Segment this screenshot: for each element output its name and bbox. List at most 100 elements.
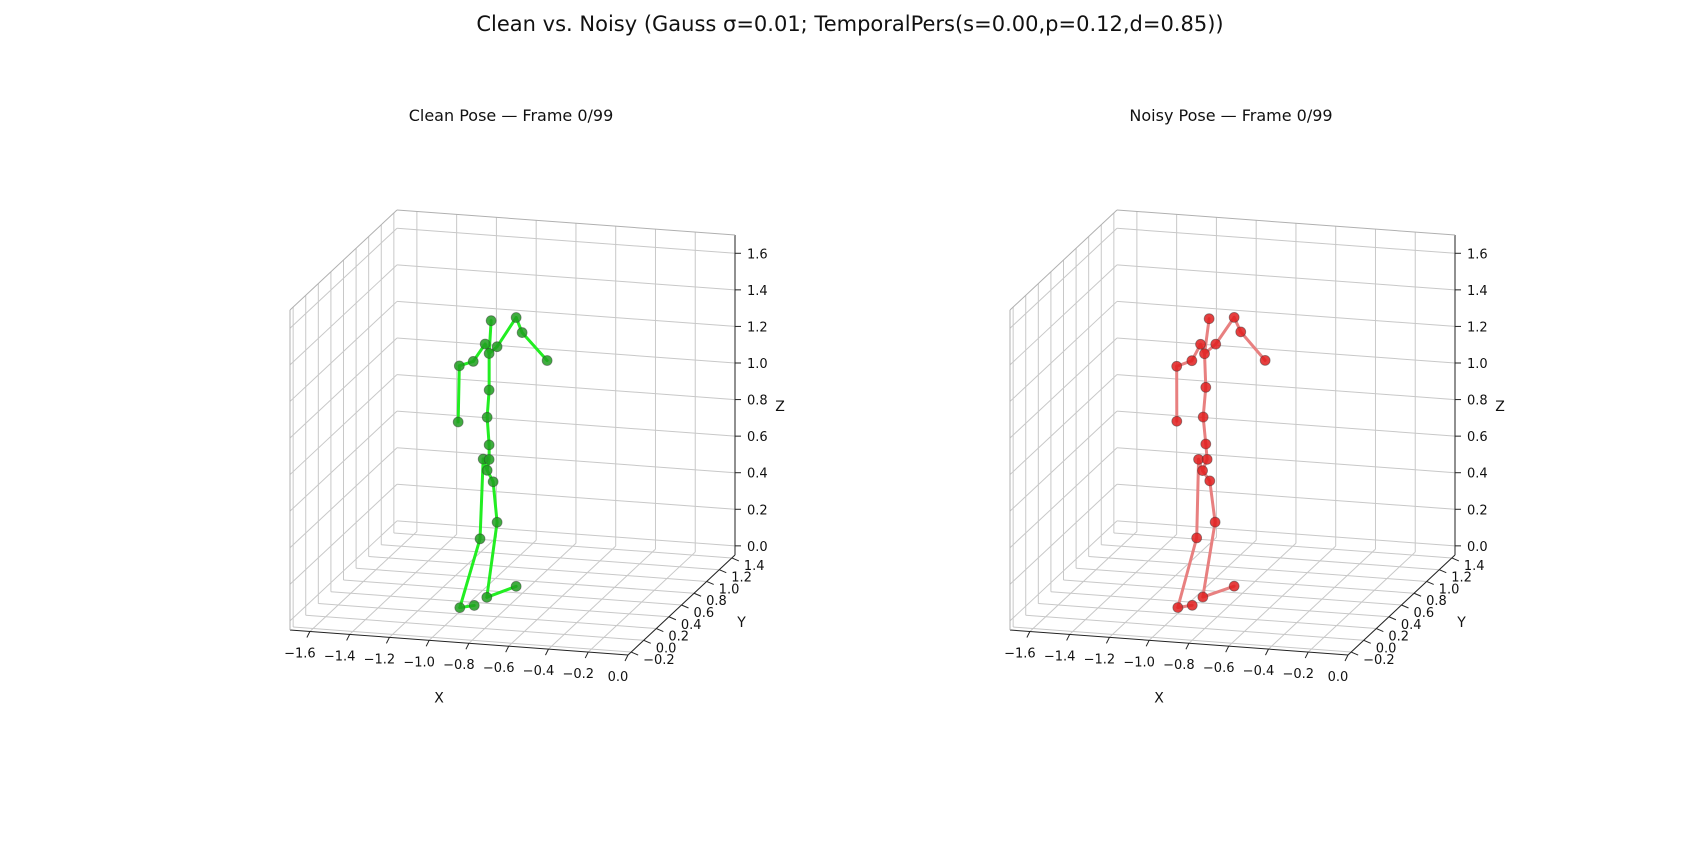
x-axis-label: X (434, 691, 444, 707)
grid-line (293, 626, 632, 653)
y-tick (1426, 581, 1434, 585)
x-tick-label: −0.8 (443, 658, 475, 673)
y-axis-label: Y (736, 615, 746, 631)
z-tick-label: 0.4 (1467, 467, 1488, 482)
joint-spine2 (481, 411, 493, 423)
bone-spine3-neck (1203, 352, 1208, 389)
pane-edge (396, 209, 736, 236)
x-tick-label: −0.4 (523, 664, 555, 679)
bone-r_elbow-r_wrist (1239, 330, 1267, 362)
joint-r_collar (491, 341, 503, 353)
y-tick (656, 628, 664, 632)
y-tick (1363, 639, 1371, 644)
grid-line (1116, 264, 1456, 291)
bone-r_collar-r_shoulder (495, 316, 518, 349)
x-tick-label: 0.0 (608, 670, 629, 685)
grid-line (356, 567, 695, 594)
z-tick-label: 0.2 (747, 503, 768, 518)
joint-pelvis (481, 464, 493, 476)
x-tick (505, 645, 510, 653)
grid-line (396, 410, 736, 437)
grid-line (1116, 520, 1456, 547)
y-tick (693, 592, 702, 597)
z-tick-label: 1.6 (747, 247, 768, 262)
joint-r_ankle (481, 591, 493, 603)
y-tick-label: 1.4 (744, 559, 765, 574)
grid-line (396, 374, 736, 401)
joint-r_elbow (516, 327, 528, 338)
z-axis-label: Z (775, 399, 785, 415)
joint-chest (483, 454, 495, 465)
grid-line (1113, 532, 1452, 559)
grid-line (1076, 567, 1415, 594)
grid-line (1116, 374, 1456, 401)
x-tick-label: −1.2 (1084, 652, 1116, 667)
bone-r_knee-r_ankle (1201, 520, 1217, 599)
x-axis-line (1009, 629, 1349, 656)
x-tick (584, 651, 589, 659)
grid-line (1116, 227, 1456, 254)
x-tick (1304, 651, 1309, 659)
bone-l_elbow-l_wrist (456, 364, 461, 424)
z-tick-label: 0.8 (1467, 394, 1488, 409)
z-tick-label: 1.4 (747, 284, 768, 299)
joint-r_wrist (541, 355, 553, 366)
z-tick-label: 0.6 (1467, 430, 1488, 445)
x-tick (425, 640, 430, 647)
joint-spine3 (483, 384, 495, 396)
x-tick-label: −0.6 (1203, 661, 1235, 676)
pane-edge (1116, 209, 1456, 236)
y-tick-label: 1.0 (1439, 582, 1460, 597)
x-tick-label: −1.2 (364, 652, 396, 667)
y-tick (706, 581, 714, 585)
grid-line (396, 447, 736, 474)
x-tick (1105, 637, 1110, 644)
y-tick-label: 0.8 (1426, 594, 1447, 609)
noisy-pose-3d-axes: −1.6 −1.4 −1.2 −1.0 −0.8 −0.6 −0.4 −0.2 0.0−0.20… (1004, 209, 1505, 707)
z-axis-label: Z (1495, 399, 1505, 415)
grid-line (368, 555, 707, 582)
joint-r_knee (1209, 516, 1221, 528)
x-tick-label: −1.6 (284, 646, 316, 661)
bone-r_knee-r_ankle (485, 520, 499, 599)
joint-r_elbow (1235, 326, 1247, 338)
y-tick (719, 569, 727, 574)
grid-line (1101, 544, 1440, 571)
joint-l_ankle (454, 602, 466, 614)
grid-line (1009, 264, 1118, 366)
grid-line (1116, 337, 1456, 364)
x-tick (1145, 640, 1150, 647)
joint-r_knee (491, 516, 503, 528)
grid-line (393, 532, 732, 559)
grid-line (396, 483, 736, 510)
x-tick (1026, 631, 1031, 638)
grid-line (330, 591, 669, 618)
y-tick-label: −0.2 (643, 653, 675, 668)
z-tick-label: 0.8 (747, 394, 768, 409)
joint-l_wrist (452, 416, 464, 428)
y-tick (681, 604, 689, 609)
grid-line (396, 520, 736, 547)
x-tick-label: −0.4 (1243, 664, 1275, 679)
joint-chest (1201, 453, 1213, 465)
y-tick (731, 557, 740, 562)
joint-r_hip (1204, 475, 1216, 487)
y-tick-label: 0.2 (1388, 630, 1409, 645)
pane-edge (289, 209, 398, 311)
grid-line (289, 227, 398, 329)
bone-r_hip-r_knee (1208, 479, 1217, 524)
x-tick (465, 643, 470, 650)
grid-line (289, 337, 398, 439)
joint-r_foot (510, 580, 522, 592)
grid-line (1088, 555, 1427, 582)
y-axis-label: Y (1456, 615, 1466, 631)
bone-neck-head (487, 319, 493, 355)
z-tick-label: 1.4 (1467, 284, 1488, 299)
grid-line (343, 579, 682, 606)
grid-line (1038, 603, 1377, 630)
x-tick-label: −0.2 (562, 667, 594, 682)
x-tick-label: −1.0 (403, 655, 435, 670)
joint-spine1 (1200, 438, 1212, 450)
y-tick-label: 0.4 (1401, 618, 1422, 633)
